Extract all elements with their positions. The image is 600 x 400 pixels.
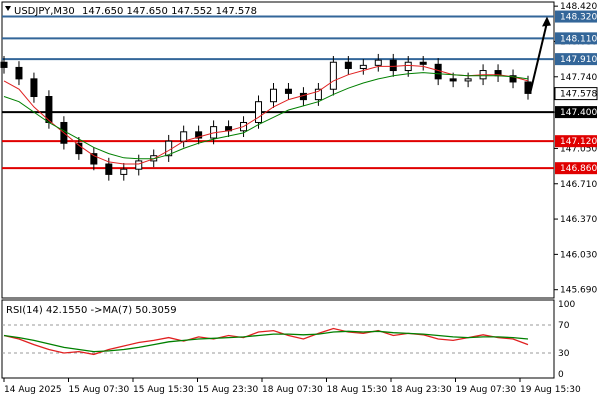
candle-body bbox=[15, 66, 23, 80]
rsi-line bbox=[3, 330, 529, 353]
time-tick-label: 19 Aug 15:30 bbox=[520, 385, 581, 395]
time-tick-label: 15 Aug 23:30 bbox=[198, 385, 259, 395]
candle-body bbox=[419, 61, 427, 65]
rsi-tick-label: 100 bbox=[558, 300, 575, 310]
level-label-box bbox=[555, 162, 597, 175]
price-tick-label: 146.030 bbox=[560, 250, 597, 260]
price-axis: 148.420148.080147.740147.400147.050146.7… bbox=[554, 2, 597, 296]
time-axis: 14 Aug 2025 15 Aug 07:30 15 Aug 15:30 15 Au… bbox=[3, 378, 581, 395]
time-tick-label: 15 Aug 15:30 bbox=[133, 385, 194, 395]
price-series bbox=[0, 53, 532, 181]
price-tick-label: 145.690 bbox=[560, 286, 597, 296]
candle-body bbox=[449, 78, 457, 82]
level-label-box bbox=[555, 53, 597, 66]
price-levels: 148.320 148.110 147.910 147.400 147.120 146.8… bbox=[2, 10, 598, 175]
current-price-label: 147.578 bbox=[560, 90, 597, 100]
moving-average-line bbox=[3, 72, 529, 160]
candle-body bbox=[404, 61, 412, 72]
candle-body bbox=[105, 163, 113, 175]
candle-body bbox=[269, 88, 277, 103]
candle-body bbox=[120, 168, 128, 175]
candle-body bbox=[0, 61, 8, 68]
level-label: 146.860 bbox=[560, 164, 597, 174]
level-label-box bbox=[555, 10, 597, 23]
candle-body bbox=[314, 88, 322, 101]
time-tick-label: 14 Aug 2025 bbox=[4, 385, 62, 395]
price-tick-label: 147.050 bbox=[560, 144, 597, 154]
candle-body bbox=[135, 160, 143, 170]
candle-body bbox=[464, 78, 472, 82]
time-tick-label: 15 Aug 07:30 bbox=[69, 385, 130, 395]
level-label: 148.320 bbox=[560, 13, 597, 23]
time-tick-label: 18 Aug 07:30 bbox=[262, 385, 323, 395]
rsi-indicator: 100 70 30 0 bbox=[2, 300, 575, 380]
candle-body bbox=[75, 142, 83, 155]
level-label: 148.110 bbox=[560, 34, 597, 44]
price-tick-label: 146.370 bbox=[560, 215, 597, 225]
chart-header: USDJPY,M30 bbox=[14, 6, 75, 17]
level-label-box bbox=[555, 32, 597, 45]
candle-body bbox=[284, 88, 292, 94]
candle-body bbox=[255, 101, 263, 123]
time-tick-label: 18 Aug 15:30 bbox=[327, 385, 388, 395]
level-label-box bbox=[555, 135, 597, 148]
current-price-box bbox=[554, 87, 598, 101]
level-label: 147.120 bbox=[560, 137, 597, 147]
rsi-tick-label: 0 bbox=[558, 370, 564, 380]
candle-body bbox=[180, 131, 188, 142]
projection-arrowhead bbox=[542, 16, 551, 27]
level-label: 147.910 bbox=[560, 55, 597, 65]
rsi-header: RSI(14) 42.1550 ->MA(7) 50.3059 bbox=[6, 305, 177, 316]
level-label: 147.400 bbox=[560, 108, 597, 118]
price-tick-label: 146.710 bbox=[560, 180, 597, 190]
candle-body bbox=[389, 59, 397, 72]
candle-body bbox=[374, 59, 382, 66]
moving-average-line bbox=[3, 64, 529, 165]
rsi-tick-label: 70 bbox=[558, 321, 570, 331]
candle-body bbox=[359, 64, 367, 69]
candle-body bbox=[195, 131, 203, 139]
candle-body bbox=[329, 61, 337, 90]
candle-body bbox=[509, 75, 517, 83]
time-tick-label: 19 Aug 07:30 bbox=[456, 385, 517, 395]
candle-body bbox=[30, 78, 38, 98]
chart-ohlc: 147.650 147.650 147.552 147.578 bbox=[82, 6, 257, 17]
rsi-tick-label: 30 bbox=[558, 349, 570, 359]
candle-body bbox=[90, 153, 98, 165]
dropdown-triangle-icon[interactable] bbox=[5, 6, 11, 11]
projection-arrow-line bbox=[529, 22, 548, 94]
candle-body bbox=[344, 61, 352, 69]
price-tick-label: 147.740 bbox=[560, 73, 597, 83]
projection bbox=[529, 16, 551, 94]
time-tick-label: 18 Aug 23:30 bbox=[391, 385, 452, 395]
price-tick-label: 148.420 bbox=[560, 2, 597, 12]
rsi-line bbox=[3, 327, 529, 356]
level-label-box bbox=[555, 106, 597, 119]
